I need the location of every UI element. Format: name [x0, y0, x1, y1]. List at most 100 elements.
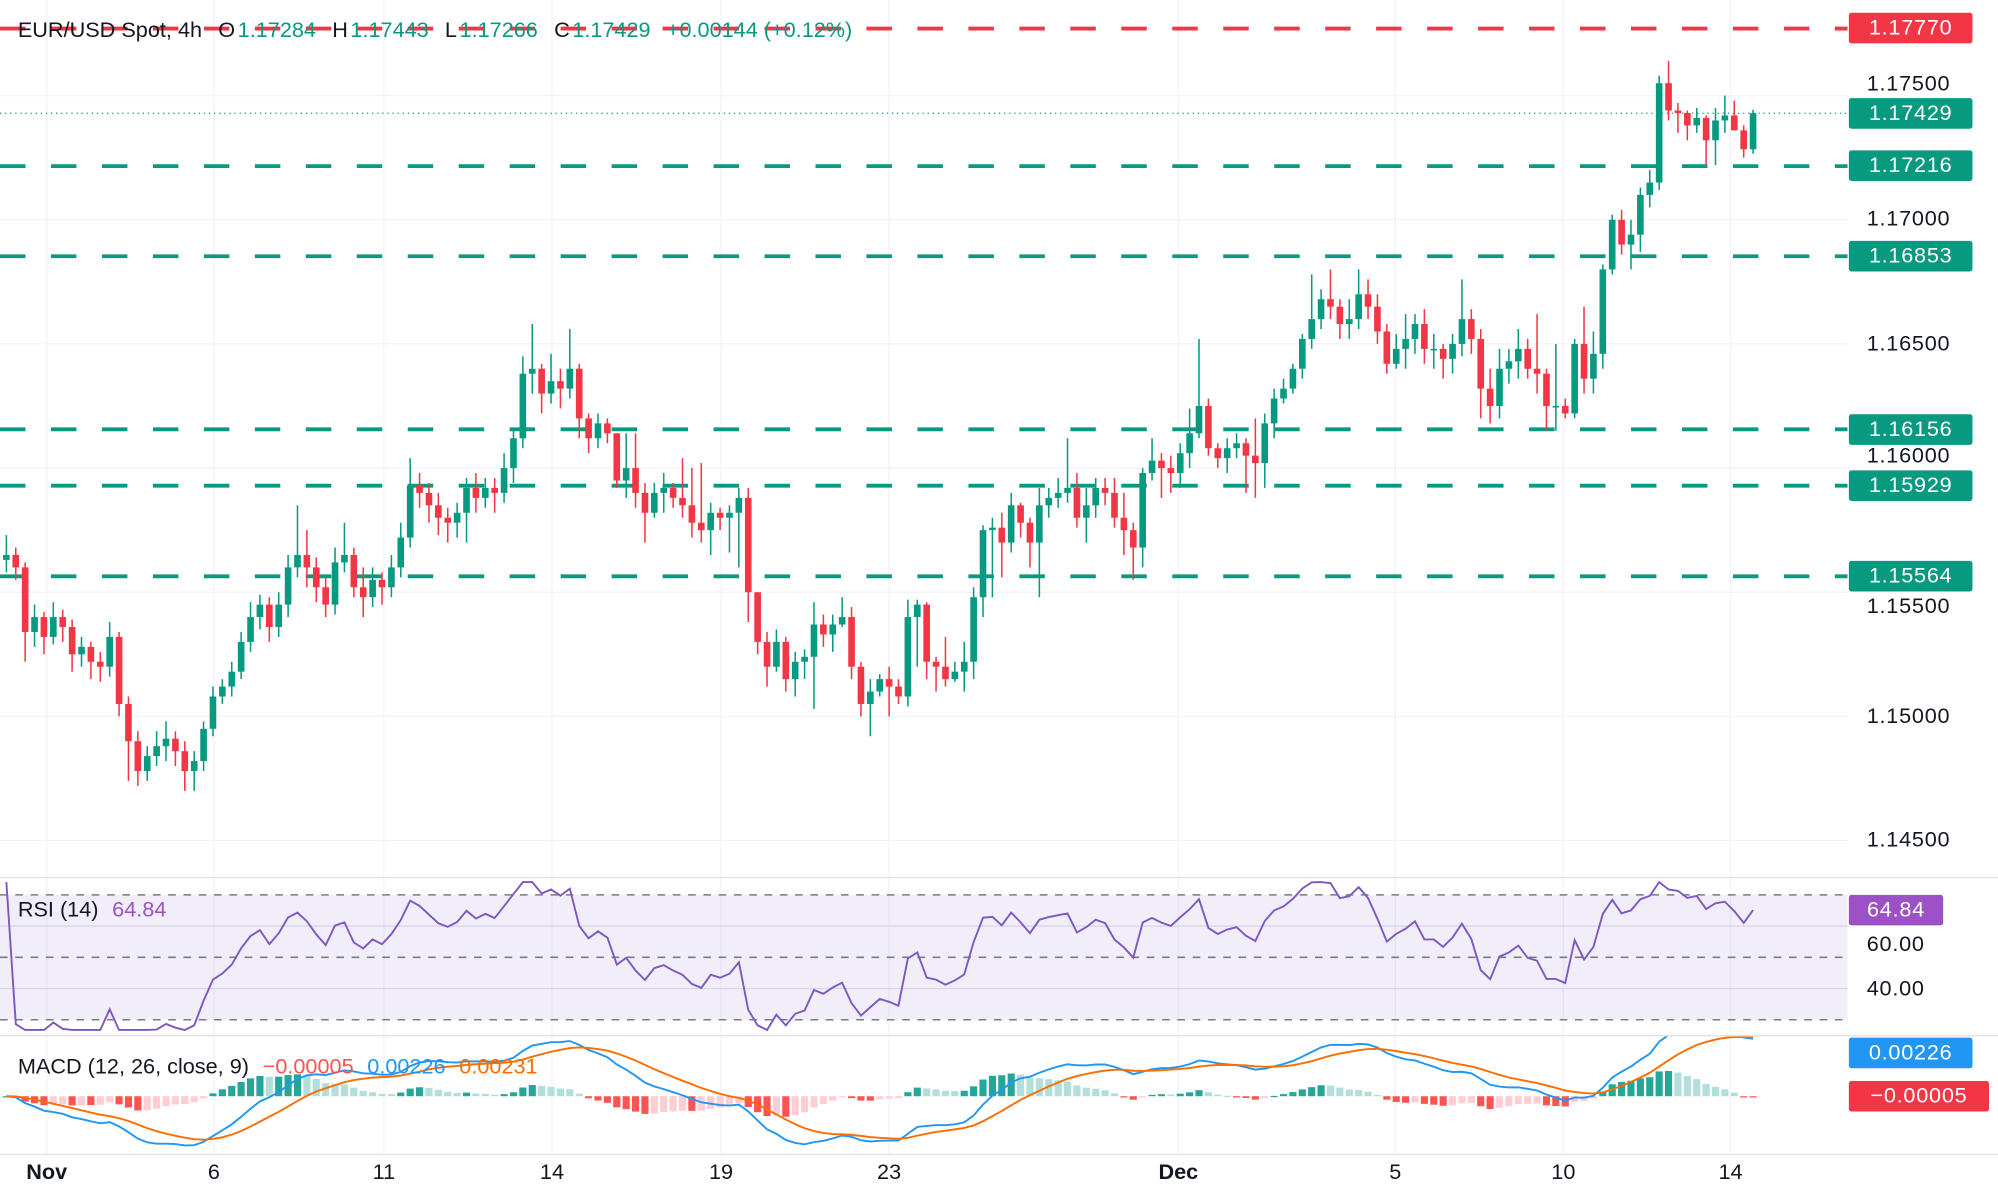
candle-body	[970, 597, 977, 662]
macd-histogram-bar	[1542, 1096, 1551, 1106]
candle	[1486, 368, 1494, 424]
macd-histogram-bar	[847, 1096, 856, 1099]
candle-body	[200, 728, 207, 762]
macd-line-value: 0.00226	[367, 1054, 446, 1079]
candle-body	[575, 368, 583, 419]
macd-histogram-bar	[434, 1089, 442, 1097]
candle	[1327, 269, 1334, 320]
macd-histogram-bar	[678, 1096, 687, 1111]
macd-histogram-bar	[350, 1087, 358, 1097]
macd-histogram-bar	[1101, 1090, 1109, 1097]
macd-histogram-bar	[904, 1092, 912, 1097]
close-label: C	[554, 17, 570, 43]
candle-body	[256, 604, 264, 618]
macd-histogram-bar	[190, 1096, 198, 1103]
macd-histogram-bar	[1411, 1096, 1419, 1103]
candle	[1561, 398, 1569, 419]
symbol-title[interactable]: EUR/USD Spot, 4h	[17, 17, 203, 43]
macd-histogram-bar	[1495, 1096, 1504, 1108]
candle	[820, 614, 827, 647]
candle	[31, 604, 38, 647]
candle	[510, 428, 517, 483]
candle-body	[397, 537, 405, 568]
candle-body	[1364, 294, 1372, 307]
candle-body	[1195, 405, 1203, 434]
candle-body	[669, 487, 677, 498]
candle-body	[1590, 353, 1597, 379]
candle	[1205, 398, 1212, 456]
macd-histogram-bar	[763, 1096, 771, 1117]
macd-histogram-bar	[594, 1096, 602, 1101]
horizontal-levels[interactable]	[0, 26, 1848, 579]
macd-histogram-bar	[218, 1089, 226, 1097]
candle-body	[838, 617, 846, 625]
candle	[294, 505, 301, 578]
candle-body	[12, 554, 20, 568]
macd-histogram-bar	[631, 1096, 640, 1112]
candle	[1571, 338, 1578, 419]
candle	[1618, 209, 1625, 255]
macd-histogram-bar	[1683, 1076, 1691, 1097]
candle	[1543, 368, 1550, 431]
candle	[1017, 502, 1024, 538]
candle	[481, 478, 489, 508]
macd-histogram-bar	[115, 1096, 123, 1105]
macd-histogram-bar	[1420, 1096, 1428, 1104]
grid-lines	[0, 0, 1848, 1154]
candle-body	[247, 617, 254, 642]
candle-body	[125, 703, 132, 742]
candle	[613, 433, 621, 488]
open-label: O	[218, 17, 236, 43]
candle-body	[1148, 460, 1156, 474]
candle	[801, 649, 808, 680]
macd-histogram-bar	[688, 1096, 696, 1111]
candle-body	[566, 368, 574, 389]
candle	[491, 478, 499, 513]
candle	[923, 602, 930, 680]
macd-histogram-bar	[246, 1078, 255, 1097]
candle-body	[1486, 388, 1494, 406]
candle	[275, 592, 283, 637]
candle	[453, 502, 461, 538]
candle	[932, 656, 940, 692]
candle-body	[829, 624, 837, 635]
candle-body	[604, 423, 611, 434]
rsi-title[interactable]: RSI (14)	[17, 897, 99, 922]
rsi-tick-40: 40.00	[1866, 976, 1925, 1001]
candle	[979, 525, 987, 618]
candle-body	[979, 530, 987, 598]
candle	[125, 696, 132, 781]
candle-body	[1158, 460, 1165, 469]
open-value: 1.17284	[237, 17, 316, 43]
candle-body	[810, 624, 818, 657]
candle-body	[228, 671, 236, 687]
candle	[1730, 100, 1738, 131]
macd-histogram-bar	[21, 1096, 29, 1102]
macd-title[interactable]: MACD (12, 26, close, 9)	[17, 1054, 249, 1079]
candle-body	[219, 686, 226, 697]
candle	[1477, 329, 1485, 419]
macd-histogram-bar	[960, 1090, 968, 1097]
macd-histogram-bar	[509, 1092, 518, 1097]
candle-body	[1646, 182, 1654, 195]
rsi-value: 64.84	[112, 897, 167, 922]
candle	[951, 661, 959, 682]
macd-histogram-bar	[1655, 1071, 1663, 1097]
candle	[312, 557, 320, 603]
time-axis-label: 23	[877, 1159, 902, 1185]
candle	[688, 468, 696, 538]
candle-body	[557, 381, 564, 389]
candle-body	[716, 512, 724, 518]
macd-histogram-bar	[68, 1096, 76, 1106]
macd-histogram-bar	[1646, 1077, 1654, 1097]
macd-histogram-bar	[481, 1093, 489, 1097]
time-axis-label: 6	[207, 1159, 220, 1185]
candle-body	[820, 624, 827, 635]
macd-histogram-bar	[585, 1096, 593, 1099]
candle-body	[266, 604, 273, 627]
macd-histogram-bar	[1345, 1089, 1353, 1097]
candle	[1590, 331, 1597, 394]
candle	[1036, 487, 1043, 598]
